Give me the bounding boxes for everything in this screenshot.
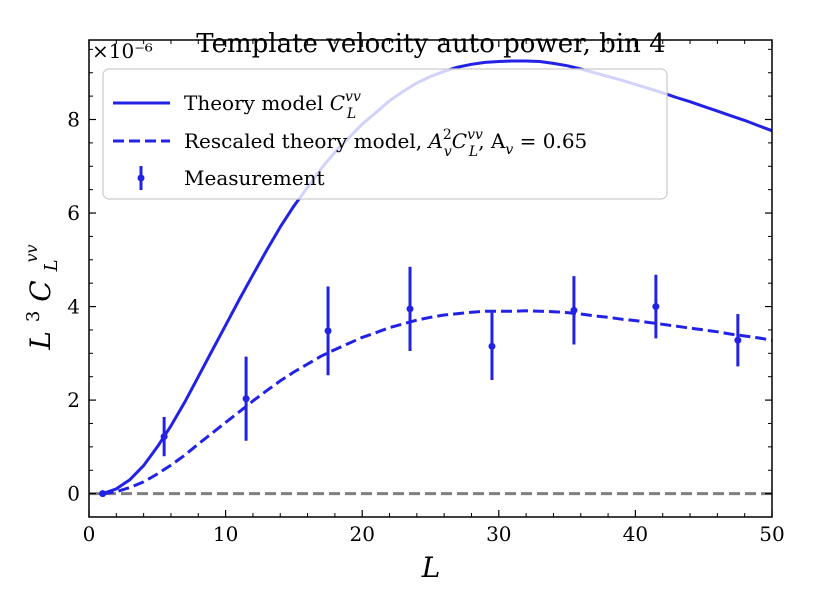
y-label-main: C [24, 280, 57, 301]
measurement-point [160, 416, 168, 457]
rescaled-theory-line [102, 309, 773, 496]
y-scale-label: ×10⁻⁶ [92, 39, 153, 63]
measurement-point [406, 266, 414, 351]
legend-math: A [426, 129, 442, 153]
y-label-exp: 3 [23, 311, 44, 322]
x-tick-label: 40 [623, 522, 648, 546]
legend-math-sup: vv [345, 89, 361, 105]
measurement-marker [324, 327, 332, 335]
legend-swatch-marker [137, 174, 145, 182]
y-tick-label: 2 [67, 388, 80, 412]
x-axis-label: L [421, 551, 441, 584]
legend-math: C [330, 91, 345, 115]
measurement-marker [570, 306, 578, 314]
legend-label-rescaled: Rescaled theory model, A2 vCvv L, Av = 0.6… [184, 127, 587, 160]
y-axis-label: L 3 C L vv [13, 244, 64, 350]
legend-math: C [452, 129, 467, 153]
x-tick-label: 0 [83, 522, 96, 546]
legend-math-sub: L [346, 106, 356, 122]
chart-title: Template velocity auto power, bin 4 [196, 29, 665, 59]
plot-frame [88, 39, 773, 518]
measurement-marker [160, 433, 168, 441]
legend-text-part: , A [478, 129, 506, 153]
y-tick-label: 6 [67, 201, 80, 225]
y-tick-label: 4 [67, 295, 80, 319]
axes: 0 10 20 30 40 50 0 2 4 6 8 [67, 39, 785, 546]
measurement-layer [99, 266, 742, 498]
measurement-marker [652, 303, 660, 311]
y-label-sup: vv [22, 244, 41, 262]
legend-label-measurement: Measurement [184, 166, 325, 190]
x-tick-label: 50 [759, 522, 784, 546]
measurement-point [570, 276, 578, 345]
y-label-sub: L [41, 259, 62, 272]
measurement-point [734, 314, 742, 367]
measurement-point [99, 490, 107, 498]
svg-text:L 3 C L: L 3 C L vv [13, 244, 64, 350]
measurement-point [488, 312, 496, 380]
legend-math-sup: vv [467, 127, 483, 143]
measurement-marker [99, 490, 107, 498]
legend-label-theory: Theory model Cvv L [184, 89, 361, 122]
measurement-marker [488, 342, 496, 350]
legend-text-part: = 0.65 [513, 129, 587, 153]
legend-text-part: Rescaled theory model, [184, 129, 428, 153]
legend-text-part: Measurement [184, 166, 325, 190]
legend-text-part: Theory model [184, 91, 330, 115]
y-tick-label: 8 [67, 108, 80, 132]
legend-box [102, 68, 668, 200]
x-tick-label: 30 [486, 522, 511, 546]
y-label-base: L [24, 331, 57, 351]
measurement-point [652, 274, 660, 339]
legend-math-sub: L [468, 144, 478, 160]
legend-math-sup: 2 [443, 127, 452, 143]
x-tick-label: 10 [213, 522, 238, 546]
measurement-marker [242, 395, 250, 403]
measurement-point [242, 356, 250, 441]
legend-math-sub: v [444, 144, 452, 160]
y-tick-label: 0 [67, 482, 80, 506]
measurement-marker [406, 305, 414, 313]
measurement-point [324, 286, 332, 376]
measurement-marker [734, 336, 742, 344]
legend-math-sub: v [505, 142, 513, 158]
x-tick-label: 20 [349, 522, 374, 546]
